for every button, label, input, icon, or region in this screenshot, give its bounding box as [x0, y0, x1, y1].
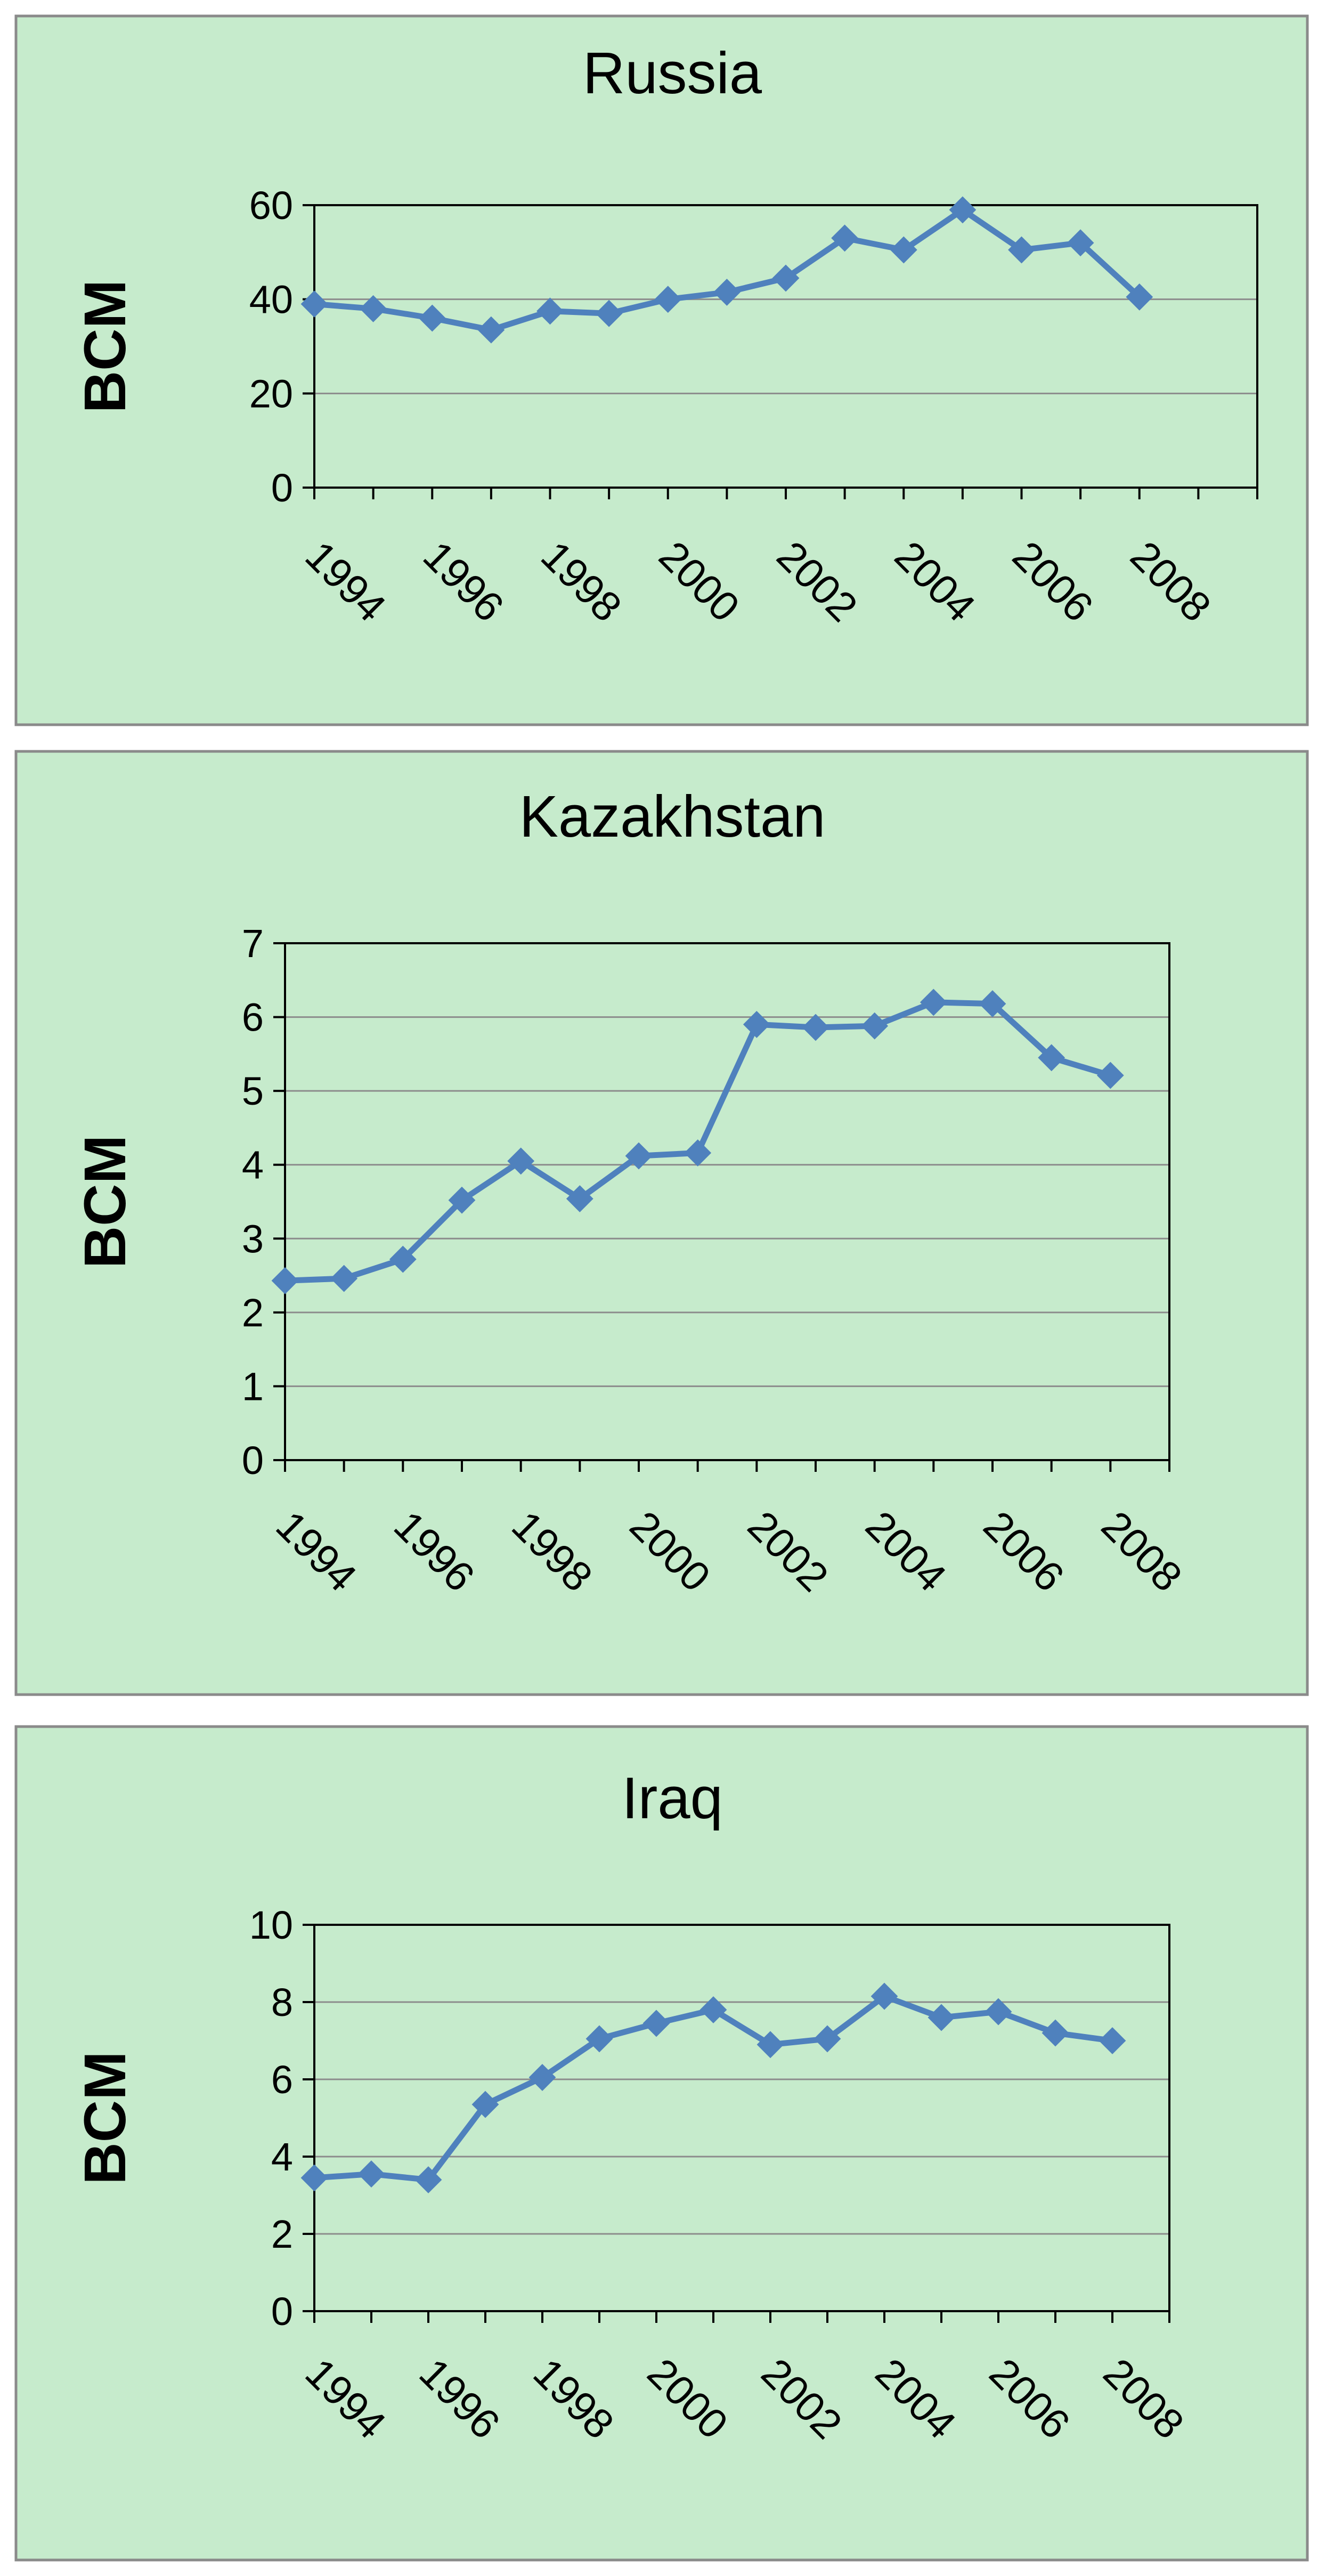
- y-tick-label: 60: [249, 183, 293, 228]
- chart-title: Russia: [583, 40, 762, 106]
- y-axis-label: BCM: [72, 280, 138, 414]
- data-point: [684, 1139, 712, 1167]
- data-point: [1042, 2019, 1069, 2047]
- data-point: [756, 2031, 784, 2059]
- data-point: [772, 264, 800, 292]
- data-point: [585, 2025, 613, 2053]
- data-point: [831, 224, 859, 252]
- data-point: [1038, 1044, 1065, 1072]
- data-point: [743, 1010, 770, 1038]
- data-point: [357, 2160, 385, 2188]
- data-point: [507, 1147, 535, 1175]
- y-tick-label: 3: [242, 1217, 264, 1261]
- data-point: [389, 1245, 417, 1273]
- y-tick-label: 20: [249, 371, 293, 416]
- data-point: [713, 278, 741, 306]
- data-point: [477, 316, 505, 344]
- y-axis-label: BCM: [72, 1135, 138, 1269]
- data-point: [1008, 236, 1035, 264]
- y-tick-label: 6: [271, 2057, 293, 2102]
- y-tick-label: 0: [242, 1438, 264, 1483]
- data-point: [595, 299, 623, 327]
- data-point: [979, 990, 1006, 1018]
- data-point: [949, 196, 977, 224]
- y-tick-label: 6: [242, 995, 264, 1040]
- data-point: [871, 1982, 898, 2010]
- y-tick-label: 1: [242, 1364, 264, 1408]
- data-point: [861, 1012, 889, 1040]
- y-tick-label: 2: [271, 2212, 293, 2256]
- data-point: [1099, 2027, 1126, 2054]
- data-point: [528, 2063, 556, 2091]
- data-point: [448, 1186, 476, 1214]
- data-point: [330, 1265, 358, 1292]
- data-point: [890, 236, 917, 264]
- y-tick-label: 0: [271, 2289, 293, 2334]
- data-point: [271, 1267, 299, 1294]
- data-point: [802, 1014, 829, 1041]
- data-point: [920, 989, 947, 1016]
- y-tick-label: 10: [249, 1903, 293, 1947]
- data-point: [985, 1998, 1012, 2026]
- y-tick-label: 7: [242, 921, 264, 966]
- data-point: [471, 2091, 499, 2118]
- chart-panel: [14, 14, 1309, 726]
- data-point: [1096, 1062, 1124, 1089]
- data-point: [654, 286, 682, 313]
- chart-panel: [14, 1725, 1309, 2562]
- data-point: [1067, 229, 1094, 257]
- y-tick-label: 0: [271, 466, 293, 510]
- data-point: [536, 297, 564, 325]
- data-point: [699, 1996, 727, 2023]
- plot-area: [313, 1924, 1170, 2312]
- y-tick-label: 8: [271, 1980, 293, 2024]
- chart-title: Kazakhstan: [519, 784, 826, 849]
- chart-title: Iraq: [622, 1765, 723, 1831]
- plot-area: [284, 942, 1170, 1461]
- data-point: [642, 2010, 670, 2037]
- data-point: [300, 290, 328, 318]
- data-point: [1126, 283, 1153, 311]
- y-tick-label: 4: [242, 1143, 264, 1187]
- chart-panel: [14, 750, 1309, 1696]
- y-tick-label: 40: [249, 278, 293, 322]
- y-tick-label: 2: [242, 1291, 264, 1335]
- data-point: [814, 2025, 841, 2053]
- data-point: [625, 1142, 653, 1170]
- data-point: [418, 304, 446, 332]
- data-point: [360, 295, 387, 322]
- y-axis-label: BCM: [72, 2051, 138, 2185]
- data-point: [928, 2004, 955, 2031]
- y-tick-label: 5: [242, 1069, 264, 1113]
- data-point: [300, 2164, 328, 2192]
- data-point: [414, 2166, 442, 2193]
- y-tick-label: 4: [271, 2135, 293, 2179]
- data-point: [566, 1185, 593, 1212]
